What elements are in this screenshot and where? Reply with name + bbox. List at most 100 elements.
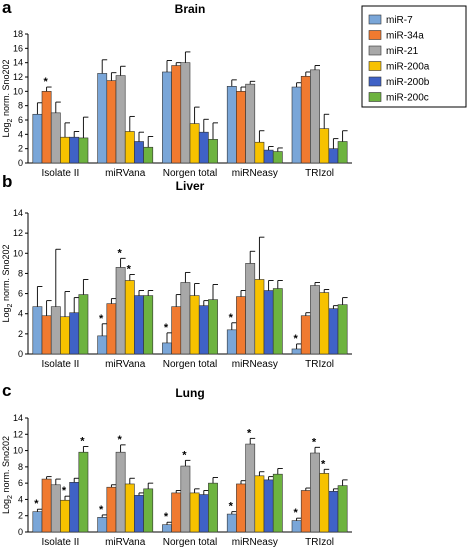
bar-isolate-ii-mir-34a: [41, 91, 52, 164]
legend-swatch-mir-34a: [368, 30, 382, 40]
panel-letter: c: [2, 381, 11, 400]
legend-swatch-mir-200c: [368, 92, 382, 102]
significance-star: *: [182, 449, 187, 461]
bar-mirvana-mir-200b: [134, 295, 144, 355]
y-tick-label: 4: [18, 309, 23, 319]
x-tick-label: Isolate II: [41, 537, 79, 548]
significance-star: *: [229, 312, 234, 324]
significance-star: *: [229, 501, 234, 513]
significance-star: *: [293, 507, 298, 519]
significance-star: *: [34, 498, 39, 510]
bar-mirvana-mir-34a: [106, 486, 117, 533]
y-tick-label: 18: [13, 29, 23, 39]
legend-swatch-mir-21: [368, 45, 382, 56]
x-tick-label: Isolate II: [41, 168, 79, 179]
legend-swatch-mir-200b: [368, 76, 382, 87]
legend: miR-7 miR-34a miR-21 miR-200a miR-200b miR-20…: [361, 5, 467, 108]
y-tick-label: 4: [18, 494, 23, 504]
bar-mirneasy-mir-21: [245, 263, 256, 355]
x-tick-label: miRNeasy: [232, 359, 278, 370]
significance-star: *: [312, 436, 317, 448]
bar-mirneasy-mir-7: [226, 86, 237, 164]
bar-isolate-ii-mir-21: [50, 112, 61, 164]
bar-trizol-mir-21: [310, 285, 320, 355]
significance-star: *: [43, 76, 48, 88]
bar-isolate-ii-mir-7: [32, 113, 43, 164]
bar-mirvana-mir-34a: [106, 80, 117, 164]
bar-trizol-mir-200c: [337, 304, 348, 355]
panel-liver: b Liver Log2 norm. Sno202 0 2 4 6 8 10 12 14 Isolat…: [1, 172, 352, 370]
bar-mirvana-mir-200c: [143, 488, 154, 533]
y-tick-label: 14: [13, 58, 23, 68]
bar-norgen-total-mir-200c: [208, 299, 218, 355]
x-tick-label: miRVana: [105, 168, 146, 179]
bar-trizol-mir-7: [291, 348, 302, 355]
bar-trizol-mir-21: [310, 69, 320, 164]
bar-mirneasy-mir-34a: [236, 483, 246, 533]
bar-norgen-total-mir-200b: [198, 131, 209, 164]
y-tick-label: 4: [18, 129, 23, 139]
bar-trizol-mir-7: [291, 520, 302, 533]
bar-isolate-ii-mir-200c: [78, 137, 89, 164]
bar-mirvana-mir-34a: [106, 303, 117, 355]
bar-isolate-ii-mir-21: [50, 484, 61, 533]
bar-isolate-ii-mir-200a: [60, 499, 70, 533]
bar-mirvana-mir-21: [115, 75, 126, 164]
significance-star: *: [164, 322, 169, 334]
bar-norgen-total-mir-200a: [189, 492, 200, 533]
bar-mirneasy-mir-200a: [254, 141, 265, 164]
significance-star: *: [117, 434, 122, 446]
y-tick-label: 14: [13, 413, 23, 423]
x-tick-label: Norgen total: [163, 537, 217, 548]
legend-swatch-mir-7: [368, 14, 382, 25]
y-tick-label: 2: [18, 511, 23, 521]
bar-mirneasy-mir-21: [245, 443, 256, 533]
bar-isolate-ii-mir-200a: [60, 136, 70, 164]
bar-isolate-ii-mir-200b: [69, 312, 80, 355]
x-tick-label: miRVana: [105, 359, 146, 370]
x-tick-label: TRIzol: [305, 168, 334, 179]
panel-title: Brain: [175, 2, 206, 16]
bar-norgen-total-mir-200c: [208, 139, 218, 164]
legend-label-mir-7: miR-7: [386, 15, 413, 26]
x-tick-label: Isolate II: [41, 359, 79, 370]
legend-label-mir-200c: miR-200c: [386, 93, 429, 104]
bar-mirneasy-mir-200b: [263, 149, 274, 164]
bar-norgen-total-mir-34a: [171, 492, 182, 533]
panel-letter: b: [2, 172, 12, 191]
bar-mirneasy-mir-34a: [236, 91, 246, 164]
x-tick-label: miRNeasy: [232, 168, 278, 179]
bar-norgen-total-mir-7: [162, 524, 172, 533]
x-tick-label: TRIzol: [305, 537, 334, 548]
bar-mirvana-mir-200c: [143, 146, 154, 164]
x-tick-label: miRVana: [105, 537, 146, 548]
bar-isolate-ii-mir-34a: [41, 478, 52, 533]
panel-title: Lung: [175, 386, 204, 400]
y-tick-label: 0: [18, 158, 23, 168]
y-tick-label: 2: [18, 144, 23, 154]
bar-trizol-mir-7: [291, 86, 302, 164]
bar-trizol-mir-200a: [319, 473, 330, 533]
bar-mirvana-mir-200c: [143, 295, 154, 355]
legend-swatch-mir-200a: [368, 61, 382, 71]
bar-isolate-ii-mir-7: [32, 511, 43, 533]
bar-norgen-total-mir-200b: [198, 494, 209, 533]
y-tick-label: 12: [13, 228, 23, 238]
bar-norgen-total-mir-200a: [189, 295, 200, 355]
bar-mirneasy-mir-7: [226, 329, 237, 355]
bar-isolate-ii-mir-200b: [69, 482, 80, 533]
bar-norgen-total-mir-200c: [208, 482, 218, 533]
legend-label-mir-21: miR-21: [386, 46, 419, 57]
y-tick-label: 10: [13, 86, 23, 96]
y-axis-label: Log2 norm. Sno202: [1, 60, 14, 138]
bar-trizol-mir-200b: [328, 308, 339, 355]
panels-layer: a Brain Log2 norm. Sno202 0 2 4 6 8 10 12 14 16 18 Is…: [1, 0, 352, 548]
bar-trizol-mir-200a: [319, 128, 330, 164]
significance-star: *: [164, 511, 169, 523]
bar-isolate-ii-mir-21: [50, 306, 61, 355]
bar-mirvana-mir-200b: [134, 141, 144, 164]
y-tick-label: 8: [18, 462, 23, 472]
y-tick-label: 0: [18, 527, 23, 537]
bar-trizol-mir-21: [310, 452, 320, 533]
